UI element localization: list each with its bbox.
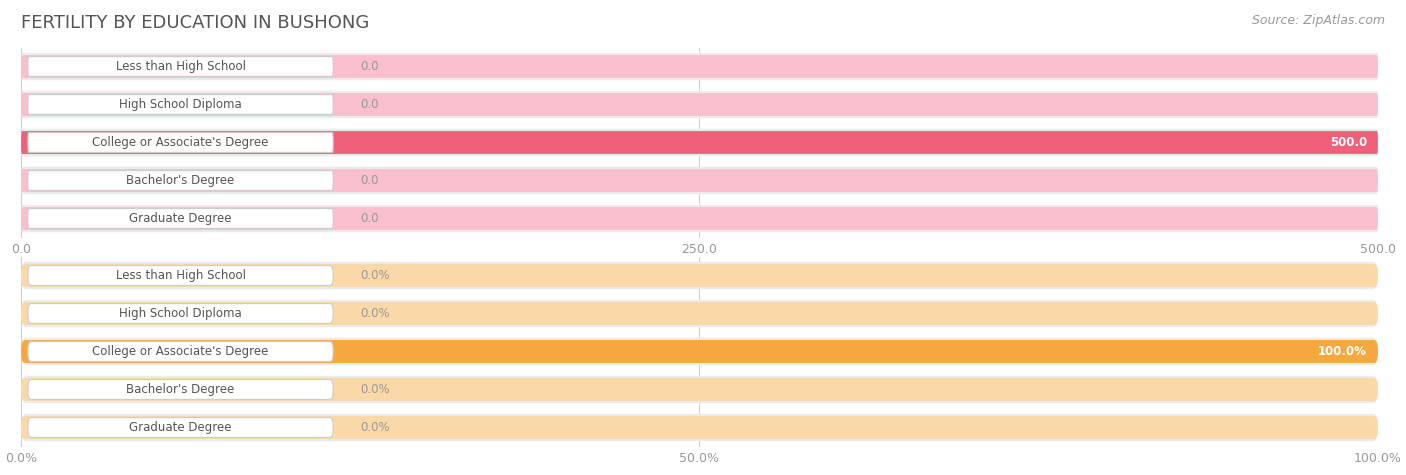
FancyBboxPatch shape (21, 91, 1378, 118)
FancyBboxPatch shape (28, 209, 333, 228)
FancyBboxPatch shape (28, 133, 333, 152)
Text: Graduate Degree: Graduate Degree (129, 212, 232, 225)
Text: 0.0%: 0.0% (360, 383, 389, 396)
Text: 0.0%: 0.0% (360, 421, 389, 434)
FancyBboxPatch shape (28, 95, 333, 114)
FancyBboxPatch shape (21, 207, 1378, 230)
Text: College or Associate's Degree: College or Associate's Degree (93, 345, 269, 358)
FancyBboxPatch shape (21, 262, 1378, 289)
FancyBboxPatch shape (21, 416, 1378, 439)
FancyBboxPatch shape (21, 302, 1378, 325)
FancyBboxPatch shape (21, 53, 1378, 80)
FancyBboxPatch shape (28, 266, 333, 285)
Text: Bachelor's Degree: Bachelor's Degree (127, 174, 235, 187)
Text: Less than High School: Less than High School (115, 269, 246, 282)
FancyBboxPatch shape (21, 131, 1378, 154)
Text: Bachelor's Degree: Bachelor's Degree (127, 383, 235, 396)
FancyBboxPatch shape (21, 340, 1378, 363)
FancyBboxPatch shape (21, 93, 1378, 116)
Text: FERTILITY BY EDUCATION IN BUSHONG: FERTILITY BY EDUCATION IN BUSHONG (21, 14, 370, 32)
Text: 0.0: 0.0 (360, 174, 378, 187)
Text: 500.0: 500.0 (1330, 136, 1367, 149)
Text: 0.0: 0.0 (360, 98, 378, 111)
FancyBboxPatch shape (21, 55, 1378, 78)
Text: 0.0%: 0.0% (360, 269, 389, 282)
FancyBboxPatch shape (28, 380, 333, 399)
Text: Graduate Degree: Graduate Degree (129, 421, 232, 434)
Text: Less than High School: Less than High School (115, 60, 246, 73)
FancyBboxPatch shape (21, 205, 1378, 232)
Text: 0.0: 0.0 (360, 212, 378, 225)
FancyBboxPatch shape (21, 169, 1378, 192)
Text: 0.0%: 0.0% (360, 307, 389, 320)
FancyBboxPatch shape (28, 57, 333, 76)
Text: College or Associate's Degree: College or Associate's Degree (93, 136, 269, 149)
FancyBboxPatch shape (21, 167, 1378, 194)
FancyBboxPatch shape (28, 342, 333, 361)
FancyBboxPatch shape (28, 418, 333, 437)
FancyBboxPatch shape (21, 414, 1378, 441)
Text: High School Diploma: High School Diploma (120, 307, 242, 320)
FancyBboxPatch shape (28, 304, 333, 323)
Text: High School Diploma: High School Diploma (120, 98, 242, 111)
FancyBboxPatch shape (28, 171, 333, 190)
Text: 100.0%: 100.0% (1319, 345, 1367, 358)
FancyBboxPatch shape (21, 264, 1378, 287)
FancyBboxPatch shape (21, 338, 1378, 365)
FancyBboxPatch shape (21, 378, 1378, 401)
FancyBboxPatch shape (21, 129, 1378, 156)
FancyBboxPatch shape (21, 131, 1378, 154)
FancyBboxPatch shape (21, 376, 1378, 403)
FancyBboxPatch shape (21, 340, 1378, 363)
Text: Source: ZipAtlas.com: Source: ZipAtlas.com (1251, 14, 1385, 27)
FancyBboxPatch shape (21, 300, 1378, 327)
Text: 0.0: 0.0 (360, 60, 378, 73)
